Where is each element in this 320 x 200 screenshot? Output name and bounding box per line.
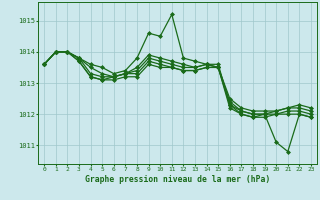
- X-axis label: Graphe pression niveau de la mer (hPa): Graphe pression niveau de la mer (hPa): [85, 175, 270, 184]
